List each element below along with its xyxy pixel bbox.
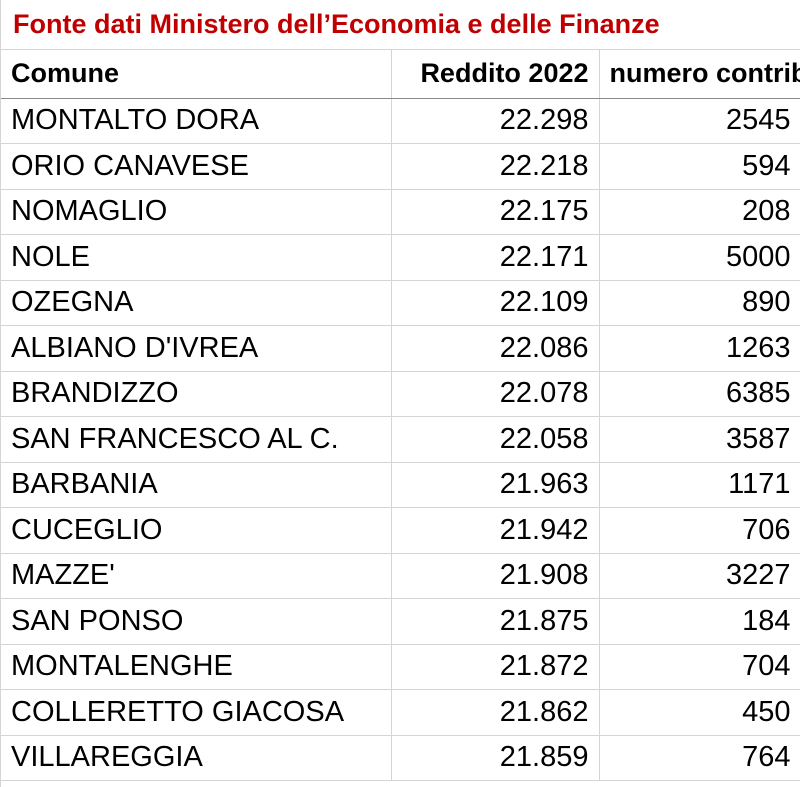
header-comune[interactable]: Comune bbox=[1, 50, 392, 99]
cell-contrib[interactable]: 6385 bbox=[599, 371, 800, 417]
sheet-title[interactable]: Fonte dati Ministero dell’Economia e del… bbox=[13, 9, 660, 39]
cell-comune[interactable]: VILLAREGGIA bbox=[1, 735, 392, 781]
cell-comune[interactable]: NOMAGLIO bbox=[1, 189, 392, 235]
table-row: NOLE 22.171 5000 bbox=[1, 234, 800, 281]
cell-comune[interactable]: SAN PONSO bbox=[1, 598, 392, 645]
cell-contrib[interactable]: 208 bbox=[599, 189, 800, 235]
cell-comune[interactable]: CUCEGLIO bbox=[1, 507, 392, 554]
cell-contrib[interactable]: 450 bbox=[599, 689, 800, 736]
cell-contrib[interactable]: 1263 bbox=[599, 325, 800, 372]
cell-reddito[interactable]: 22.109 bbox=[391, 280, 600, 326]
cell-reddito[interactable]: 21.872 bbox=[391, 644, 600, 690]
cell-comune[interactable]: ORIO CANAVESE bbox=[1, 143, 392, 190]
cell-comune[interactable]: MONTALENGHE bbox=[1, 644, 392, 690]
cell-comune[interactable]: BRANDIZZO bbox=[1, 371, 392, 417]
cell-contrib[interactable]: 2545 bbox=[599, 98, 800, 144]
cell-contrib[interactable]: 1171 bbox=[599, 462, 800, 508]
cell-reddito[interactable]: 22.175 bbox=[391, 189, 600, 235]
table-row: BRANDIZZO 22.078 6385 bbox=[1, 371, 800, 417]
cell-reddito[interactable]: 21.862 bbox=[391, 689, 600, 736]
header-reddito[interactable]: Reddito 2022 bbox=[391, 50, 600, 99]
table-row: MAZZE' 21.908 3227 bbox=[1, 553, 800, 599]
table-row: VILLAREGGIA 21.859 764 bbox=[1, 735, 800, 781]
cell-reddito[interactable]: 22.218 bbox=[391, 143, 600, 190]
cell-contrib[interactable]: 3227 bbox=[599, 553, 800, 599]
cell-reddito[interactable]: 22.086 bbox=[391, 325, 600, 372]
table-row: SAN PONSO 21.875 184 bbox=[1, 598, 800, 645]
cell-contrib[interactable]: 594 bbox=[599, 143, 800, 190]
table-row: ALBIANO D'IVREA 22.086 1263 bbox=[1, 325, 800, 372]
cell-comune[interactable]: COLLERETTO GIACOSA bbox=[1, 689, 392, 736]
cell-comune[interactable]: BARBANIA bbox=[1, 462, 392, 508]
cell-reddito[interactable]: 21.875 bbox=[391, 598, 600, 645]
cell-contrib[interactable]: 706 bbox=[599, 507, 800, 554]
cell-comune[interactable]: MAZZE' bbox=[1, 553, 392, 599]
table-row: SAN FRANCESCO AL C. 22.058 3587 bbox=[1, 416, 800, 463]
table-row: OZEGNA 22.109 890 bbox=[1, 280, 800, 326]
cell-contrib[interactable]: 184 bbox=[599, 598, 800, 645]
cell-comune[interactable]: NOLE bbox=[1, 234, 392, 281]
table-row: NOMAGLIO 22.175 208 bbox=[1, 189, 800, 235]
cell-comune[interactable]: SAN FRANCESCO AL C. bbox=[1, 416, 392, 463]
cell-reddito[interactable]: 21.963 bbox=[391, 462, 600, 508]
table-row: COLLERETTO GIACOSA 21.862 450 bbox=[1, 689, 800, 736]
cell-contrib[interactable]: 704 bbox=[599, 644, 800, 690]
table-row: MONTALTO DORA 22.298 2545 bbox=[1, 98, 800, 144]
table-row: CUCEGLIO 21.942 706 bbox=[1, 507, 800, 554]
header-contribuenti[interactable]: numero contribuenti bbox=[599, 50, 800, 99]
cell-reddito[interactable]: 22.058 bbox=[391, 416, 600, 463]
income-table: Comune Reddito 2022 numero contribuenti … bbox=[1, 50, 800, 781]
cell-comune[interactable]: ALBIANO D'IVREA bbox=[1, 325, 392, 372]
header-row: Comune Reddito 2022 numero contribuenti bbox=[1, 50, 800, 99]
cell-reddito[interactable]: 21.859 bbox=[391, 735, 600, 781]
table-row: BARBANIA 21.963 1171 bbox=[1, 462, 800, 508]
cell-reddito[interactable]: 21.908 bbox=[391, 553, 600, 599]
cell-reddito[interactable]: 21.942 bbox=[391, 507, 600, 554]
table-body: MONTALTO DORA 22.298 2545 ORIO CANAVESE 22.2… bbox=[1, 98, 800, 781]
cell-reddito[interactable]: 22.078 bbox=[391, 371, 600, 417]
cell-contrib[interactable]: 3587 bbox=[599, 416, 800, 463]
table-row: MONTALENGHE 21.872 704 bbox=[1, 644, 800, 690]
cell-reddito[interactable]: 22.171 bbox=[391, 234, 600, 281]
title-row: Fonte dati Ministero dell’Economia e del… bbox=[1, 0, 800, 50]
cell-contrib[interactable]: 5000 bbox=[599, 234, 800, 281]
cell-comune[interactable]: MONTALTO DORA bbox=[1, 98, 392, 144]
cell-comune[interactable]: OZEGNA bbox=[1, 280, 392, 326]
cell-contrib[interactable]: 890 bbox=[599, 280, 800, 326]
cell-reddito[interactable]: 22.298 bbox=[391, 98, 600, 144]
table-row: ORIO CANAVESE 22.218 594 bbox=[1, 143, 800, 190]
cell-contrib[interactable]: 764 bbox=[599, 735, 800, 781]
